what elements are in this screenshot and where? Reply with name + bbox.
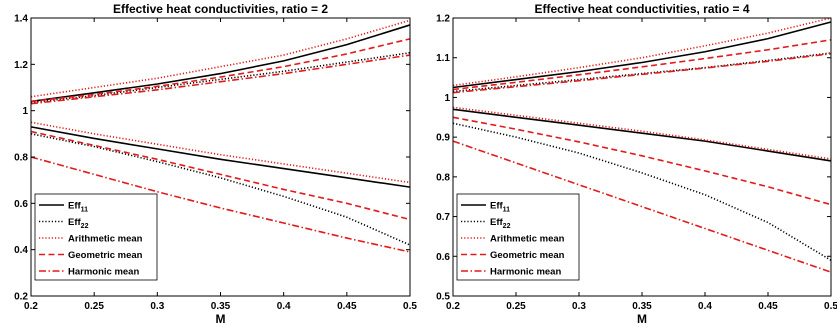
legend-entry-label: Geometric mean — [490, 250, 565, 261]
legend-label-text: Arithmetic mean — [68, 234, 143, 245]
legend-label-subscript: 11 — [503, 207, 511, 214]
x-tick-label: 0.5 — [824, 301, 837, 312]
y-tick-label: 0.6 — [14, 199, 28, 210]
legend-label-text: Geometric mean — [490, 250, 565, 261]
y-tick-label: 0.8 — [14, 153, 28, 164]
x-axis-label: M — [637, 312, 647, 326]
legend-label-text: Eff — [68, 217, 82, 228]
chart-panel-2: 0.2 0.25 0.3 0.35 0.4 0.45 0.5 0.5 0.6 0.7 0.8 0.9 1… — [436, 2, 837, 326]
y-tick-label: 0.9 — [436, 133, 450, 144]
x-tick-label: 0.5 — [403, 301, 417, 312]
legend-entry-label: Arithmetic mean — [490, 234, 565, 245]
y-tick-label: 0.2 — [14, 292, 28, 303]
x-tick-label: 0.3 — [572, 301, 586, 312]
legend-entry-label: Geometric mean — [68, 250, 143, 261]
legend-entry-label: Harmonic mean — [490, 267, 561, 278]
legend-label-text: Arithmetic mean — [490, 234, 565, 245]
chart-title: Effective heat conductivities, ratio = 4 — [534, 2, 749, 16]
y-tick-label: 0.4 — [14, 245, 28, 256]
x-tick-label: 0.4 — [698, 301, 712, 312]
legend-label-subscript: 22 — [81, 223, 89, 230]
legend-label-text: Eff — [490, 217, 504, 228]
chart-panel-1: 0.2 0.25 0.3 0.35 0.4 0.45 0.5 0.2 0.4 0.6 0.8 1 1.2… — [14, 2, 417, 326]
y-tick-label: 1 — [444, 93, 450, 104]
legend-label-text: Eff — [490, 201, 504, 212]
y-tick-label: 0.6 — [436, 252, 450, 263]
legend-entry-label: Harmonic mean — [68, 267, 139, 278]
x-tick-label: 0.25 — [84, 301, 104, 312]
x-tick-label: 0.35 — [632, 301, 652, 312]
chart-title: Effective heat conductivities, ratio = 2 — [113, 2, 328, 16]
legend-label-text: Geometric mean — [68, 250, 143, 261]
y-tick-label: 1.1 — [436, 53, 450, 64]
legend-label-text: Harmonic mean — [68, 267, 139, 278]
x-tick-label: 0.25 — [506, 301, 526, 312]
x-tick-label: 0.45 — [758, 301, 778, 312]
y-tick-label: 1.4 — [14, 14, 28, 25]
y-tick-label: 0.5 — [436, 292, 450, 303]
y-tick-label: 0.7 — [436, 212, 450, 223]
x-tick-label: 0.2 — [24, 301, 38, 312]
y-tick-label: 1 — [22, 106, 28, 117]
legend-label-text: Eff — [68, 201, 82, 212]
legend-entry-label: Arithmetic mean — [68, 234, 143, 245]
x-tick-label: 0.3 — [150, 301, 164, 312]
y-tick-label: 1.2 — [436, 14, 450, 25]
x-tick-label: 0.35 — [211, 301, 231, 312]
legend-label-text: Harmonic mean — [490, 267, 561, 278]
legend-label-subscript: 22 — [503, 223, 511, 230]
x-tick-label: 0.2 — [446, 301, 460, 312]
y-tick-label: 0.8 — [436, 172, 450, 183]
x-axis-label: M — [216, 312, 226, 326]
y-tick-label: 1.2 — [14, 60, 28, 71]
legend-label-subscript: 11 — [81, 207, 89, 214]
x-tick-label: 0.45 — [337, 301, 357, 312]
x-tick-label: 0.4 — [277, 301, 291, 312]
